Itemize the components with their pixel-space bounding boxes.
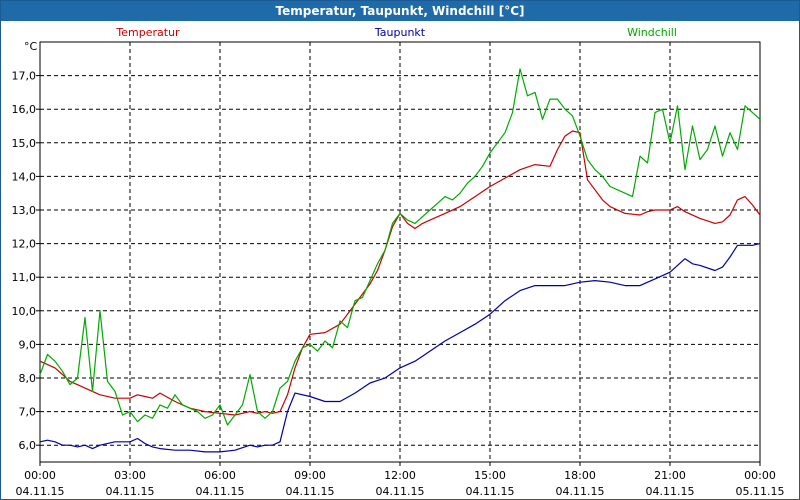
x-tick-date: 04.11.15 (196, 485, 245, 498)
y-tick-label: 8,0 (19, 372, 37, 385)
y-tick-label: 10,0 (12, 305, 37, 318)
y-tick-label: 11,0 (12, 271, 37, 284)
x-tick-date: 04.11.15 (286, 485, 335, 498)
y-tick-label: 16,0 (12, 103, 37, 116)
x-tick-date: 04.11.15 (646, 485, 695, 498)
x-tick-date: 04.11.15 (106, 485, 155, 498)
x-tick-time: 00:00 (744, 469, 776, 482)
x-tick-date: 04.11.15 (376, 485, 425, 498)
x-tick-date: 04.11.15 (556, 485, 605, 498)
series-line-taupunkt (39, 243, 761, 453)
y-tick-label: 6,0 (19, 439, 37, 452)
legend-taupunkt: Taupunkt (374, 26, 426, 39)
y-tick-label: 13,0 (12, 204, 37, 217)
y-tick-label: 15,0 (12, 137, 37, 150)
x-axis-ticks: 00:00 04.11.15 03:00 04.11.15 06:00 04.11.15 0… (16, 462, 785, 498)
y-tick-label: 9,0 (19, 338, 37, 351)
legend-windchill: Windchill (627, 26, 677, 39)
y-tick-label: 12,0 (12, 238, 37, 251)
legend-temperatur: Temperatur (115, 26, 180, 39)
series-line-windchill (39, 68, 761, 426)
series-line-temperatur (39, 130, 761, 416)
x-tick-time: 03:00 (114, 469, 146, 482)
x-tick-time: 15:00 (474, 469, 506, 482)
x-tick-time: 00:00 (24, 469, 56, 482)
x-tick-date: 04.11.15 (466, 485, 515, 498)
x-tick-time: 09:00 (294, 469, 326, 482)
x-tick-time: 06:00 (204, 469, 236, 482)
window-title: Temperatur, Taupunkt, Windchill [°C] (1, 1, 799, 21)
x-tick-date: 04.11.15 (16, 485, 65, 498)
y-tick-label: 17,0 (12, 70, 37, 83)
y-tick-label: 7,0 (19, 406, 37, 419)
x-tick-date: 05.11.15 (736, 485, 785, 498)
x-tick-time: 18:00 (564, 469, 596, 482)
y-tick-label: 14,0 (12, 170, 37, 183)
y-unit-label: °C (24, 40, 38, 53)
x-tick-time: 12:00 (384, 469, 416, 482)
grid-lines (40, 42, 760, 462)
x-tick-time: 21:00 (654, 469, 686, 482)
y-axis-ticks: 6,0 7,0 8,0 9,0 10,0 11,0 12,0 13,0 14,0 15,0 16,0… (12, 70, 40, 452)
series-lines (39, 68, 761, 453)
